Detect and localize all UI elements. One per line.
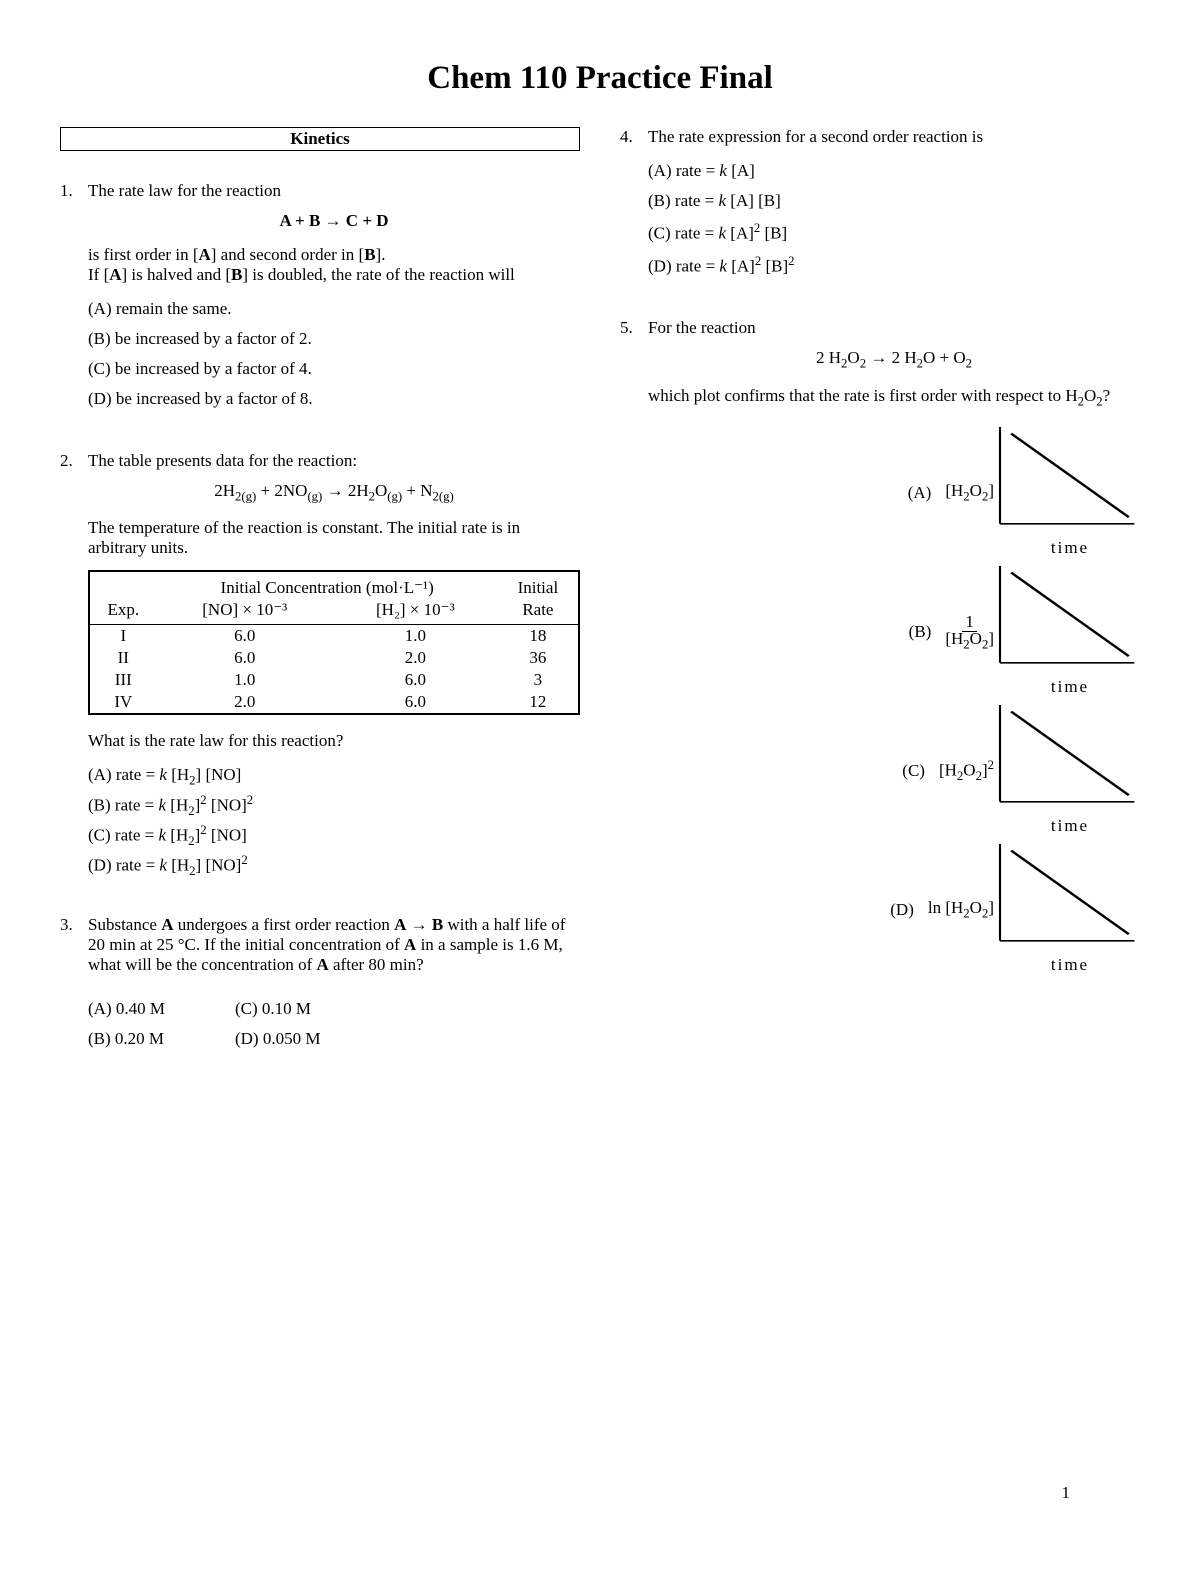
option-a: (A) rate = k [A]	[648, 161, 1140, 181]
option-letter: (C)	[902, 761, 925, 781]
plot-options: (A) [H2O2] time (B) 1[H2O2] time (C)	[648, 427, 1140, 975]
two-column-layout: Kinetics 1. The rate law for the reactio…	[60, 127, 1140, 1091]
equation: 2H2(g) + 2NO(g) → 2H2O(g) + N2(g)	[88, 481, 580, 504]
y-axis-label: ln [H2O2]	[928, 898, 994, 921]
option-a: (A) rate = k [H2] [NO]	[88, 765, 580, 788]
table-header: Initial Concentration (mol·L⁻¹)	[157, 571, 498, 599]
question-stem: The table presents data for the reaction…	[88, 451, 580, 471]
table-header: [H₂] × 10⁻³	[333, 599, 498, 625]
option-a: (A) remain the same.	[88, 299, 580, 319]
question-number: 1.	[60, 181, 88, 419]
table-row: II6.02.036	[89, 647, 579, 669]
data-table: Initial Concentration (mol·L⁻¹) Initial …	[88, 570, 580, 715]
equation: 2 H2O2 → 2 H2O + O2	[648, 348, 1140, 371]
option-b: (B) 0.20 M	[88, 1029, 165, 1049]
right-column: 4. The rate expression for a second orde…	[620, 127, 1140, 1091]
question-stem: is first order in [A] and second order i…	[88, 245, 580, 285]
option-letter: (A)	[908, 483, 932, 503]
question-stem: The rate law for the reaction	[88, 181, 580, 201]
answer-options: (A) 0.40 M (B) 0.20 M (C) 0.10 M (D) 0.0…	[88, 989, 580, 1059]
equation: A + B → C + D	[88, 211, 580, 231]
option-b: (B) be increased by a factor of 2.	[88, 329, 580, 349]
table-header: [NO] × 10⁻³	[157, 599, 333, 625]
option-c: (C) 0.10 M	[235, 999, 320, 1019]
option-d: (D) rate = k [A]2 [B]2	[648, 254, 1140, 277]
y-axis-label: 1[H2O2]	[945, 613, 994, 651]
question-number: 5.	[620, 318, 648, 979]
plot-option-a: (A) [H2O2] time	[648, 427, 1140, 558]
y-axis-label: [H2O2]2	[939, 758, 994, 784]
question-stem: The temperature of the reaction is const…	[88, 518, 580, 558]
option-d: (D) 0.050 M	[235, 1029, 320, 1049]
option-letter: (B)	[909, 622, 932, 642]
question-number: 4.	[620, 127, 648, 286]
table-row: I6.01.018	[89, 625, 579, 648]
table-header: Rate	[498, 599, 579, 625]
answer-options: (A) remain the same. (B) be increased by…	[88, 299, 580, 409]
option-b: (B) rate = k [A] [B]	[648, 191, 1140, 211]
question-stem: For the reaction	[648, 318, 1140, 338]
plot-option-b: (B) 1[H2O2] time	[648, 566, 1140, 697]
option-letter: (D)	[890, 900, 914, 920]
page-title: Chem 110 Practice Final	[60, 60, 1140, 97]
option-c: (C) rate = k [A]2 [B]	[648, 221, 1140, 244]
question-5: 5. For the reaction 2 H2O2 → 2 H2O + O2 …	[620, 318, 1140, 979]
option-c: (C) rate = k [H2]2 [NO]	[88, 823, 580, 849]
y-axis-label: [H2O2]	[945, 481, 994, 504]
page-number: 1	[1062, 1483, 1071, 1503]
question-stem: Substance A undergoes a first order reac…	[88, 915, 580, 975]
table-header: Exp.	[89, 599, 157, 625]
question-1: 1. The rate law for the reaction A + B →…	[60, 181, 580, 419]
table-row: III1.06.03	[89, 669, 579, 691]
option-d: (D) rate = k [H2] [NO]2	[88, 853, 580, 879]
answer-options: (A) rate = k [A] (B) rate = k [A] [B] (C…	[648, 161, 1140, 276]
section-header-kinetics: Kinetics	[60, 127, 580, 151]
option-a: (A) 0.40 M	[88, 999, 165, 1019]
question-stem: The rate expression for a second order r…	[648, 127, 1140, 147]
option-d: (D) be increased by a factor of 8.	[88, 389, 580, 409]
plot-option-c: (C) [H2O2]2 time	[648, 705, 1140, 836]
plot-option-d: (D) ln [H2O2] time	[648, 844, 1140, 975]
question-number: 2.	[60, 451, 88, 883]
question-number: 3.	[60, 915, 88, 1059]
question-stem: What is the rate law for this reaction?	[88, 731, 580, 751]
table-row: IV2.06.012	[89, 691, 579, 714]
question-2: 2. The table presents data for the react…	[60, 451, 580, 883]
question-stem: which plot confirms that the rate is fir…	[648, 386, 1140, 409]
option-b: (B) rate = k [H2]2 [NO]2	[88, 793, 580, 819]
option-c: (C) be increased by a factor of 4.	[88, 359, 580, 379]
answer-options: (A) rate = k [H2] [NO] (B) rate = k [H2]…	[88, 765, 580, 879]
table-header: Initial	[498, 571, 579, 599]
left-column: Kinetics 1. The rate law for the reactio…	[60, 127, 580, 1091]
question-3: 3. Substance A undergoes a first order r…	[60, 915, 580, 1059]
question-4: 4. The rate expression for a second orde…	[620, 127, 1140, 286]
